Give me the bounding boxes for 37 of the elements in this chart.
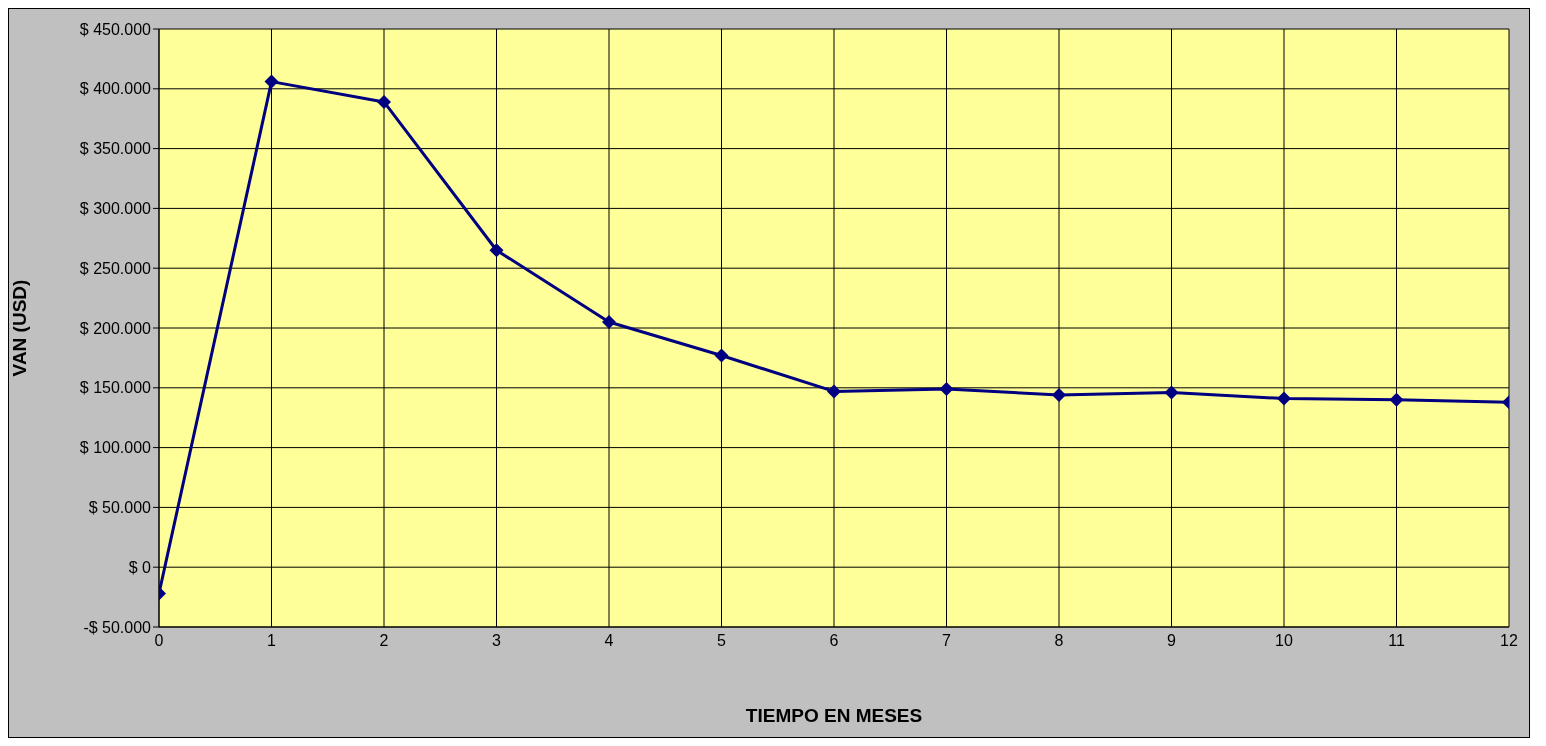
- x-tick-label: 1: [267, 632, 277, 650]
- x-tick-label: 12: [1500, 632, 1518, 650]
- y-tick-label: $ 250.000: [79, 259, 152, 277]
- x-tick-label: 3: [492, 632, 502, 650]
- point: [377, 94, 391, 109]
- x-tick-label: 4: [604, 632, 614, 650]
- x-tick-label: 8: [1054, 632, 1064, 650]
- point: [1052, 387, 1066, 402]
- point: [1389, 392, 1404, 407]
- x-tick-label: 11: [1388, 632, 1405, 650]
- y-tick-label: $ 400.000: [79, 80, 152, 98]
- point: [1277, 391, 1291, 406]
- point: [264, 74, 279, 89]
- point: [827, 384, 841, 399]
- y-tick-label: $ 150.000: [79, 379, 152, 397]
- x-tick-label: 0: [154, 632, 164, 650]
- point: [602, 315, 616, 330]
- x-tick-label: 10: [1275, 632, 1293, 650]
- y-axis-title: VAN (USD): [8, 279, 30, 377]
- x-tick-label: 7: [942, 632, 952, 650]
- y-tick-label: $ 0: [128, 558, 152, 576]
- point: [489, 243, 504, 258]
- y-tick-label: -$ 50.000: [83, 618, 152, 636]
- point: [714, 348, 729, 363]
- x-tick-label: 9: [1167, 632, 1177, 650]
- x-tick-label: 2: [379, 632, 389, 650]
- point: [1164, 385, 1179, 400]
- y-tick-label: $ 50.000: [88, 499, 152, 517]
- y-tick-label: $ 450.000: [79, 20, 152, 38]
- y-tick-label: $ 200.000: [79, 319, 152, 337]
- point: [939, 382, 954, 396]
- x-tick-label: 5: [717, 632, 727, 650]
- x-axis-title: TIEMPO EN MESES: [745, 705, 923, 726]
- y-tick-label: $ 350.000: [79, 140, 152, 158]
- x-tick-label: 6: [829, 632, 839, 650]
- y-tick-label: $ 300.000: [79, 200, 152, 218]
- y-tick-label: $ 100.000: [79, 439, 152, 457]
